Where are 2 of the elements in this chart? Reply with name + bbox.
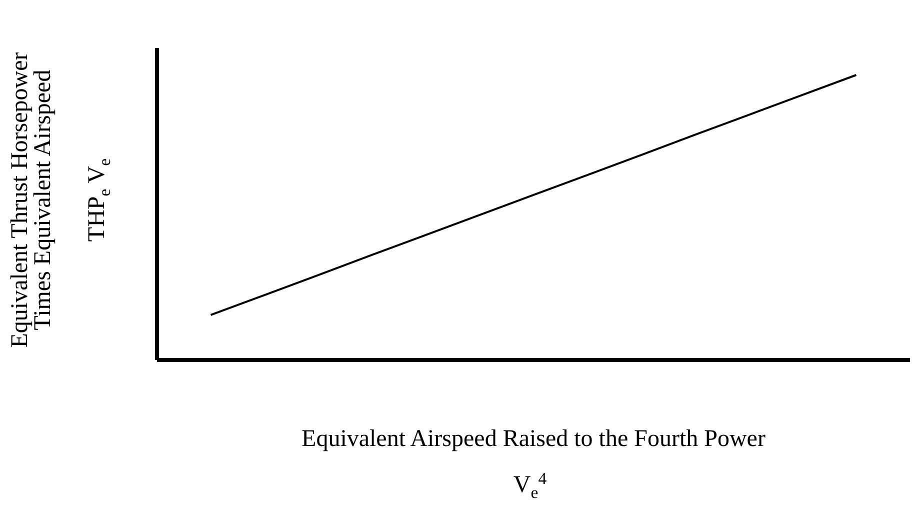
x-axis-title: Equivalent Airspeed Raised to the Fourth Power: [302, 426, 766, 452]
y-axis-title: Equivalent Thrust Horsepower Times Equivalent Airspeed: [7, 52, 56, 348]
